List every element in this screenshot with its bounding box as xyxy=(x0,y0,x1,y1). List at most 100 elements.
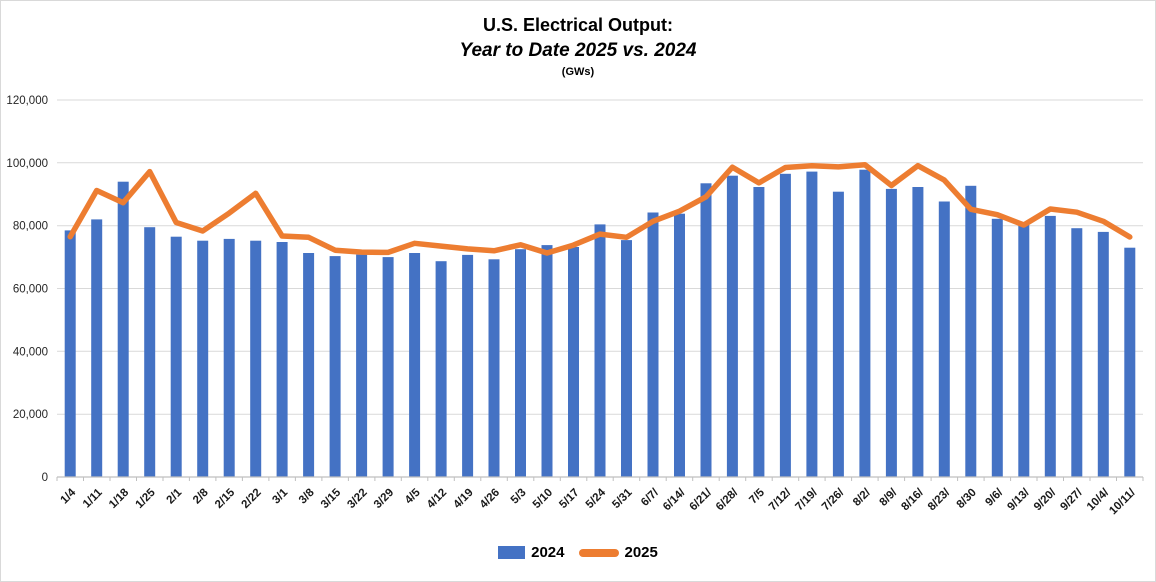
chart-subtitle: Year to Date 2025 vs. 2024 xyxy=(459,40,697,62)
x-tick-label: 4/12 xyxy=(425,487,449,511)
x-tick-label: 4/19 xyxy=(451,487,475,511)
x-tick-label: 3/15 xyxy=(319,486,344,511)
x-tick-label: 4/5 xyxy=(403,486,423,506)
bar xyxy=(859,169,871,477)
bar xyxy=(674,213,685,477)
x-tick-label: 1/4 xyxy=(59,486,79,506)
x-axis xyxy=(56,476,1144,481)
x-tick-label: 5/10 xyxy=(531,487,555,511)
legend-label-2024: 2024 xyxy=(531,544,565,561)
bar xyxy=(117,181,129,477)
bar xyxy=(885,188,897,477)
x-tick-label: 6/28/ xyxy=(714,486,741,513)
bar xyxy=(144,227,156,477)
x-tick-label: 9/13/ xyxy=(1005,486,1032,513)
bar xyxy=(488,259,500,477)
y-tick-label: 0 xyxy=(42,472,48,484)
bar xyxy=(568,247,579,477)
bar-series-2024 xyxy=(64,169,1136,478)
bar xyxy=(726,175,738,477)
x-tick-label: 5/24 xyxy=(584,486,609,511)
bar xyxy=(912,187,924,477)
x-tick-label: 9/6/ xyxy=(983,486,1006,509)
x-tick-label: 7/19/ xyxy=(793,486,820,513)
y-tick-label: 20,000 xyxy=(13,409,48,421)
chart-units-label: (GWs) xyxy=(561,65,595,78)
bar xyxy=(832,191,844,477)
x-tick-label: 10/11/ xyxy=(1107,486,1138,517)
bar xyxy=(1018,225,1030,477)
x-tick-label: 5/31 xyxy=(610,486,635,511)
bar xyxy=(965,185,977,478)
y-tick-label: 40,000 xyxy=(13,346,48,358)
bar xyxy=(276,242,288,477)
x-axis-labels: 1/4 1/11 1/18 1/25 2/1 2/8 2/15 2/22 3/1 3/8 3/15 3… xyxy=(59,486,1139,517)
x-tick-label: 8/23/ xyxy=(926,486,953,513)
x-tick-label: 7/12/ xyxy=(767,486,794,513)
x-tick-label: 2/1 xyxy=(165,486,185,506)
x-tick-label: 2/8 xyxy=(191,486,211,506)
bar xyxy=(779,173,791,478)
bar xyxy=(329,256,341,477)
bar xyxy=(515,249,526,477)
x-tick-label: 9/27/ xyxy=(1058,486,1085,513)
x-tick-label: 3/1 xyxy=(270,486,290,506)
x-tick-label: 4/26 xyxy=(478,487,502,511)
bar xyxy=(938,201,950,477)
legend-swatch-bar-icon xyxy=(498,546,526,559)
bar xyxy=(621,240,632,477)
y-axis-labels: 0 20,000 40,000 60,000 80,000 100,000 120,000 xyxy=(6,95,48,484)
x-tick-label: 7/26/ xyxy=(820,486,847,513)
bar xyxy=(753,187,765,477)
bar xyxy=(700,183,712,478)
x-tick-label: 1/11 xyxy=(81,486,105,510)
plot-area: 0 20,000 40,000 60,000 80,000 100,000 120,000 1… xyxy=(6,95,1144,517)
bar xyxy=(991,218,1003,478)
bar xyxy=(1124,247,1136,477)
x-tick-label: 5/3 xyxy=(509,487,529,507)
x-tick-label: 6/21/ xyxy=(688,486,715,513)
bar xyxy=(303,253,315,477)
chart-header: U.S. Electrical Output: Year to Date 202… xyxy=(0,12,1156,81)
bar xyxy=(594,224,606,477)
x-tick-label: 1/25 xyxy=(134,486,159,511)
legend-label-2025: 2025 xyxy=(624,544,658,561)
x-tick-label: 7/5 xyxy=(747,486,767,506)
y-tick-label: 100,000 xyxy=(6,158,48,170)
bar xyxy=(1071,228,1083,477)
x-tick-label: 5/17 xyxy=(557,487,581,511)
bar xyxy=(170,236,182,477)
x-tick-label: 2/22 xyxy=(240,487,264,511)
legend-item-2024: 2024 xyxy=(498,544,565,561)
bar xyxy=(806,171,818,477)
line-series-2025 xyxy=(67,161,1133,256)
bar xyxy=(1044,215,1056,477)
chart-title: U.S. Electrical Output: xyxy=(482,15,674,35)
bar xyxy=(541,245,553,477)
x-tick-label: 6/7/ xyxy=(639,486,662,509)
bar xyxy=(462,254,474,477)
bar xyxy=(1097,231,1109,477)
x-tick-label: 8/9/ xyxy=(877,486,900,509)
y-tick-label: 60,000 xyxy=(13,284,48,296)
legend-item-2025: 2025 xyxy=(578,544,658,561)
legend: 2024 2025 xyxy=(0,544,1156,561)
x-tick-label: 3/8 xyxy=(297,486,317,506)
bar xyxy=(91,219,103,477)
x-tick-label: 3/22 xyxy=(345,487,369,511)
x-tick-label: 3/29 xyxy=(372,487,396,511)
legend-swatch-line-icon xyxy=(578,548,619,557)
bar xyxy=(382,257,394,477)
x-tick-label: 9/20/ xyxy=(1032,486,1059,513)
bar xyxy=(250,240,262,477)
bar xyxy=(197,240,209,477)
x-tick-label: 2/15 xyxy=(213,486,238,511)
bar xyxy=(223,238,235,477)
bar xyxy=(647,212,659,477)
x-tick-label: 6/14/ xyxy=(661,486,688,513)
y-tick-label: 120,000 xyxy=(6,95,48,107)
bar xyxy=(356,254,368,477)
bar xyxy=(409,253,421,477)
y-tick-label: 80,000 xyxy=(13,221,48,233)
